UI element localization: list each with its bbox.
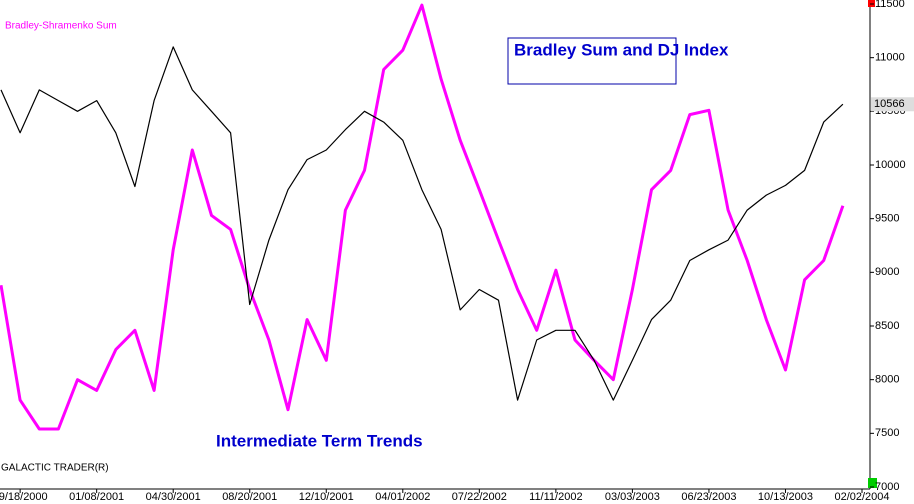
- x-tick-label: 06/23/2003: [681, 491, 736, 503]
- marker-green: [868, 478, 877, 488]
- y-tick-label: 11000: [875, 52, 905, 64]
- y-tick-label: 8000: [875, 374, 899, 386]
- chart-subtitle: Intermediate Term Trends: [216, 431, 423, 450]
- x-tick-label: 10/13/2003: [758, 491, 813, 503]
- x-tick-label: 11/11/2002: [529, 491, 582, 503]
- x-tick-label: 03/03/2003: [605, 491, 660, 503]
- series-label: Bradley-Shramenko Sum: [5, 21, 117, 32]
- annotation: GALACTIC TRADER(R): [1, 463, 109, 474]
- x-tick-label: 12/10/2001: [299, 491, 354, 503]
- y-tick-label: 7000: [875, 481, 899, 493]
- x-tick-label: 02/02/2004: [834, 491, 889, 503]
- x-tick-label: 08/20/2001: [222, 491, 277, 503]
- current-value-label: 10566: [874, 98, 905, 110]
- x-tick-label: 04/30/2001: [146, 491, 201, 503]
- y-tick-label: 9000: [875, 266, 899, 278]
- y-tick-label: 10000: [875, 159, 906, 171]
- current-value-box: [871, 97, 914, 112]
- y-tick-label: 8500: [875, 320, 899, 332]
- x-tick-label: 04/01/2002: [375, 491, 430, 503]
- x-tick-label: 09/18/2000: [0, 491, 48, 503]
- x-tick-label: 07/22/2002: [452, 491, 507, 503]
- series-line: [0, 46, 844, 401]
- y-tick-label: 9500: [875, 213, 899, 225]
- y-tick-label: 11500: [875, 0, 905, 10]
- x-tick-label: 01/08/2001: [69, 491, 124, 503]
- chart-title: Bradley Sum and DJ Index: [514, 40, 729, 59]
- title-box: [507, 37, 677, 85]
- series-line: [0, 3, 845, 431]
- y-tick-label: 7500: [875, 427, 899, 439]
